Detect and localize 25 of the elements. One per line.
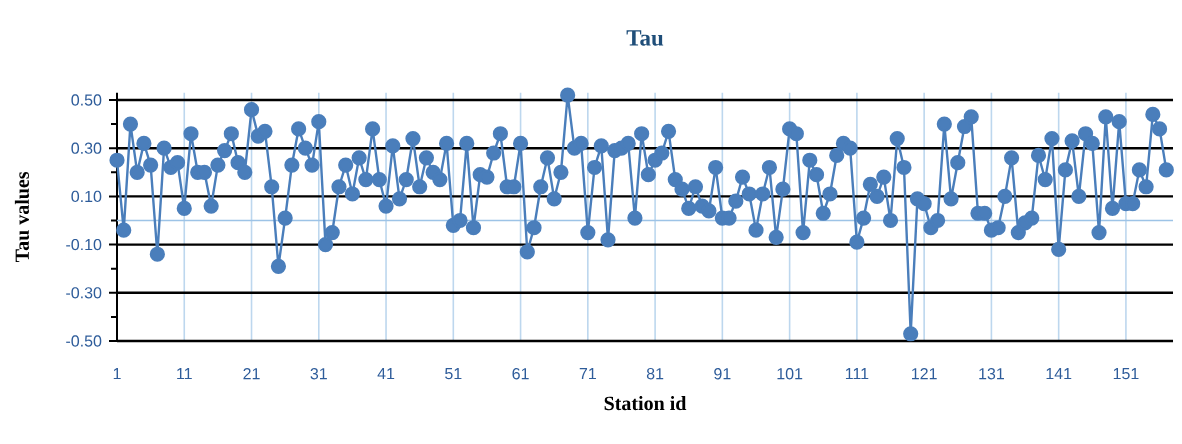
x-tick-label: 21 — [243, 368, 260, 380]
x-tick-label: 111 — [845, 368, 869, 380]
x-tick-label: 11 — [177, 368, 192, 380]
x-tick-label: 31 — [310, 368, 327, 380]
x-tick-label: 141 — [1046, 368, 1072, 380]
x-tick-label: 151 — [1113, 368, 1139, 380]
x-tick-label: 131 — [979, 368, 1004, 380]
x-tick-label: 101 — [777, 368, 803, 380]
x-tick-label: 91 — [714, 368, 731, 380]
x-tick-label: 121 — [912, 368, 937, 380]
y-tick-label: 0.50 — [71, 94, 102, 106]
x-tick-label: 81 — [646, 368, 664, 380]
x-axis-title: Station id — [604, 396, 687, 411]
chart-title: Tau — [626, 30, 664, 46]
x-tick-label: 41 — [377, 368, 395, 380]
y-tick-label: 0.10 — [71, 190, 102, 203]
y-tick-label: -0.50 — [66, 335, 102, 347]
x-tick-label: 51 — [445, 368, 462, 380]
x-tick-label: 1 — [113, 368, 121, 380]
y-tick-label: -0.10 — [66, 238, 102, 251]
y-tick-label: 0.30 — [71, 142, 102, 154]
y-tick-label: -0.30 — [66, 287, 102, 299]
x-tick-label: 61 — [512, 368, 529, 380]
y-axis-title: Tau values — [14, 171, 30, 263]
x-tick-label: 71 — [579, 368, 596, 380]
